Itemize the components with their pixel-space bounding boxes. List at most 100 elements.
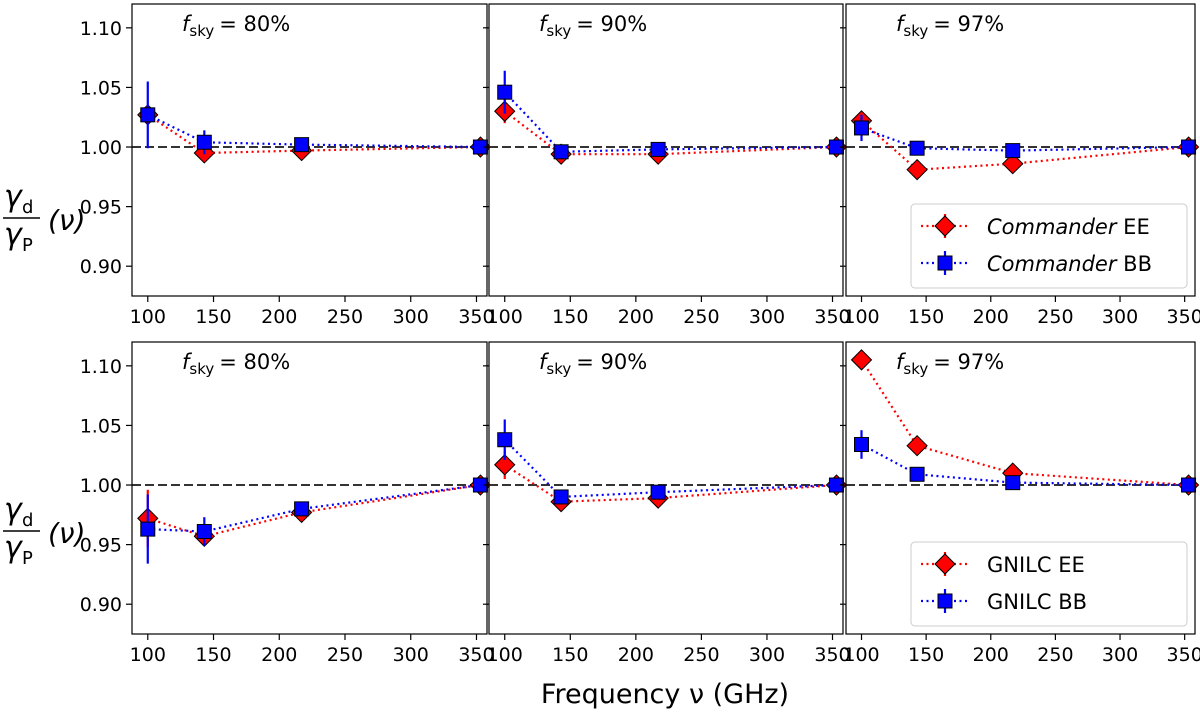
x-tick-label: 150: [552, 306, 588, 328]
series-line-gnilc-ee: [860, 359, 1189, 487]
series-line-gnilc-bb: [503, 438, 837, 499]
point-gnilc-bb: [140, 521, 156, 537]
y-axis-label-top: γ d γ P (ν): [3, 179, 86, 256]
point-gnilc-bb: [650, 484, 666, 500]
panel-frame: [131, 3, 488, 297]
point-gnilc-bb: [294, 501, 310, 517]
point-commander-bb: [650, 141, 666, 157]
y-tick-label: 0.95: [80, 535, 122, 557]
x-tick-label: 350: [458, 306, 494, 328]
fsky-annotation: fsky = 80%: [182, 350, 290, 378]
point-gnilc-ee: [850, 349, 873, 371]
legend-box: [910, 541, 1188, 627]
x-tick-label: 300: [1102, 644, 1138, 666]
x-tick-label: 350: [1167, 644, 1200, 666]
x-axis-label: Frequency ν (GHz): [541, 679, 789, 710]
series-line-commander-ee: [147, 113, 481, 155]
y-tick-label: 1.05: [80, 415, 122, 437]
legend-marker: [934, 553, 956, 575]
ylabel-num: γ: [4, 492, 24, 527]
x-tick-label: 200: [618, 306, 654, 328]
series-line-commander-bb: [503, 91, 837, 153]
point-commander-bb: [294, 137, 310, 153]
fsky-annotation: fsky = 97%: [896, 350, 1004, 378]
x-tick-label: 100: [843, 306, 879, 328]
point-gnilc-bb: [909, 466, 925, 482]
x-tick-label: 200: [618, 644, 654, 666]
legend-marker: [934, 215, 956, 237]
point-commander-bb: [1181, 139, 1197, 155]
ylabel-num-sub: d: [22, 197, 33, 218]
series-line-commander-bb: [147, 113, 481, 149]
fsky-annotation: fsky = 97%: [896, 12, 1004, 40]
panel-bottom-2: 100 150 200 250 300 350 fsky = 90%: [483, 341, 851, 666]
panel-top-2: 100 150 200 250 300 350 fsky = 90%: [483, 3, 851, 328]
point-commander-ee: [1002, 152, 1024, 175]
series-line-commander-bb: [861, 126, 1189, 152]
x-tick-label: 250: [327, 306, 363, 328]
y-tick-label: 1.10: [80, 356, 122, 378]
series-line-gnilc-ee: [504, 463, 837, 503]
legend-marker: [937, 593, 953, 609]
legend-label: Commander EE: [987, 215, 1150, 239]
y-tick-label: 1.05: [80, 77, 122, 99]
x-tick-label: 350: [814, 644, 850, 666]
x-tick-label: 300: [749, 644, 785, 666]
x-tick-label: 300: [749, 306, 785, 328]
point-commander-bb: [140, 107, 156, 123]
point-gnilc-bb: [1181, 477, 1197, 493]
y-axis-label-bottom: γ d γ P (ν): [3, 492, 86, 569]
fsky-annotation: fsky = 80%: [182, 12, 290, 40]
x-tick-label: 350: [814, 306, 850, 328]
ylabel-den: γ: [4, 530, 24, 565]
point-commander-bb: [196, 134, 212, 150]
x-tick-label: 150: [908, 644, 944, 666]
x-tick-label: 250: [683, 306, 719, 328]
legend: Commander EE Commander BB: [910, 203, 1188, 289]
ylabel-den: γ: [4, 217, 24, 252]
panel-frame: [488, 341, 844, 635]
panel-frame: [845, 341, 1196, 635]
ylabel-tail: (ν): [48, 517, 86, 550]
y-tick-label: 0.90: [80, 256, 122, 278]
point-gnilc-bb: [196, 524, 212, 540]
legend-label: GNILC EE: [987, 553, 1085, 577]
y-tick-label: 1.00: [80, 137, 122, 159]
x-tick-label: 350: [458, 644, 494, 666]
x-tick-label: 250: [683, 644, 719, 666]
point-gnilc-ee: [494, 454, 516, 476]
x-tick-label: 150: [195, 644, 231, 666]
panel-bottom-1: 100 150 200 250 300 350 0.90 0.95 1.00 1.05 1.10 fs…: [80, 341, 495, 666]
panel-frame: [131, 341, 488, 635]
point-commander-bb: [909, 140, 925, 156]
panel-top-1: 100 150 200 250 300 350 0.90 0.95 1.00 1.05 1.10 fs…: [80, 3, 495, 328]
point-commander-ee: [906, 158, 928, 181]
point-commander-bb: [854, 120, 870, 136]
x-tick-label: 100: [843, 644, 879, 666]
series-line-gnilc-bb: [147, 483, 481, 533]
legend: GNILC EE GNILC BB: [910, 541, 1188, 627]
x-tick-label: 200: [973, 306, 1009, 328]
point-gnilc-bb: [497, 432, 513, 448]
x-tick-label: 300: [393, 644, 429, 666]
ylabel-num: γ: [4, 179, 24, 214]
point-commander-bb: [1005, 143, 1021, 159]
fsky-annotation: fsky = 90%: [539, 12, 647, 40]
panel-frame: [488, 3, 844, 297]
series-line-gnilc-bb: [860, 443, 1189, 487]
x-tick-label: 100: [130, 644, 166, 666]
point-gnilc-bb: [553, 489, 569, 505]
point-commander-bb: [497, 84, 513, 100]
x-tick-label: 300: [1102, 306, 1138, 328]
legend-box: [910, 203, 1188, 289]
point-commander-bb: [553, 144, 569, 160]
x-tick-label: 150: [195, 306, 231, 328]
ylabel-num-sub: d: [22, 510, 33, 531]
x-tick-label: 100: [487, 644, 523, 666]
x-tick-label: 350: [1167, 306, 1200, 328]
x-tick-label: 250: [1037, 306, 1073, 328]
y-tick-label: 0.90: [80, 594, 122, 616]
